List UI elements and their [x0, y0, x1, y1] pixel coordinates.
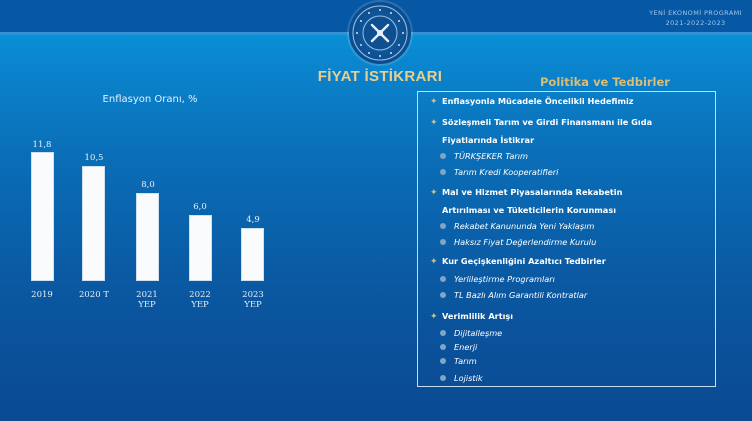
bar-label-suffix: YEP [138, 300, 156, 310]
policy-item: ✦ Sözleşmeli Tarım ve Girdi Finansmanı il… [430, 114, 652, 149]
policy-item-text-cont: Artırılması ve Tüketicilerin Korunması [442, 205, 617, 215]
bar-2021 [136, 193, 159, 281]
star-bullet-icon: ✦ [430, 118, 438, 128]
policy-item: ✦ Mal ve Hizmet Piyasalarında Rekabetin A… [430, 184, 622, 219]
policy-subitem-text: Rekabet Kanununda Yeni Yaklaşım [454, 221, 595, 231]
bar-label-suffix: YEP [191, 300, 209, 310]
bar-value-2019: 11,8 [32, 140, 52, 150]
dot-bullet-icon [440, 152, 446, 159]
policy-subitem: Enerji [440, 341, 477, 354]
star-bullet-icon: ✦ [430, 312, 438, 322]
policy-subitem: TÜRKŞEKER Tarım [440, 150, 528, 163]
program-name: YENİ EKONOMİ PROGRAMI [649, 9, 742, 17]
dot-bullet-icon [440, 238, 446, 245]
ministry-emblem-icon [349, 2, 411, 64]
dot-bullet-icon [440, 168, 446, 175]
bar-value-2022: 6,0 [193, 202, 207, 212]
policy-subitem-text: Yerlileştirme Programları [454, 274, 555, 284]
policy-item: ✦ Kur Geçişkenliğini Azaltıcı Tedbirler [430, 253, 606, 271]
policy-title: Politika ve Tedbirler [540, 75, 670, 89]
bar-label-year: 2019 [31, 290, 53, 300]
dot-bullet-icon [440, 275, 446, 282]
bar-label-year: 2021 [136, 290, 158, 300]
bar-value-2020: 10,5 [84, 153, 104, 163]
bar-2022 [189, 215, 212, 281]
bar-2019 [31, 152, 54, 281]
dot-bullet-icon [440, 357, 446, 364]
bar-label-year: 2023 [242, 290, 264, 300]
policy-subitem: Rekabet Kanununda Yeni Yaklaşım [440, 220, 594, 233]
bar-label-2023: 2023 YEP [228, 290, 278, 310]
policy-subitem-text: Tarım [454, 356, 477, 366]
policy-item-text-cont: Fiyatlarında İstikrar [442, 135, 535, 145]
bar-label-2021: 2021 YEP [122, 290, 172, 310]
bar-label-year: 2022 [189, 290, 211, 300]
policy-item-text: Sözleşmeli Tarım ve Girdi Finansmanı ile… [442, 117, 653, 127]
program-years: 2021-2022-2023 [665, 19, 726, 27]
policy-subitem-text: TÜRKŞEKER Tarım [454, 151, 529, 161]
bar-2020 [82, 166, 105, 281]
policy-subitem: Dijitalleşme [440, 327, 502, 340]
dot-bullet-icon [440, 329, 446, 336]
dot-bullet-icon [440, 222, 446, 229]
policy-subitem: Haksız Fiyat Değerlendirme Kurulu [440, 236, 596, 249]
policy-item-text: Enflasyonla Mücadele Öncelikli Hedefimiz [442, 96, 634, 106]
policy-box [417, 91, 716, 387]
policy-item-text: Verimlilik Artışı [442, 311, 514, 321]
policy-subitem: TL Bazlı Alım Garantili Kontratlar [440, 289, 587, 302]
policy-subitem-text: Lojistik [454, 373, 483, 383]
policy-subitem-text: Tarım Kredi Kooperatifleri [454, 167, 559, 177]
bar-2023 [241, 228, 264, 281]
policy-subitem: Tarım Kredi Kooperatifleri [440, 166, 558, 179]
policy-item-text: Mal ve Hizmet Piyasalarında Rekabetin [442, 187, 623, 197]
chart-title: Enflasyon Oranı, % [102, 94, 198, 105]
policy-item-text: Kur Geçişkenliğini Azaltıcı Tedbirler [442, 256, 606, 266]
policy-subitem-text: TL Bazlı Alım Garantili Kontratlar [454, 290, 588, 300]
policy-subitem-text: Haksız Fiyat Değerlendirme Kurulu [454, 237, 597, 247]
star-bullet-icon: ✦ [430, 97, 438, 107]
dot-bullet-icon [440, 343, 446, 350]
bar-label-suffix: YEP [244, 300, 262, 310]
bar-value-2021: 8,0 [141, 180, 155, 190]
bar-label-2022: 2022 YEP [175, 290, 225, 310]
bar-value-2023: 4,9 [246, 215, 260, 225]
page-title: FİYAT İSTİKRARI [317, 68, 443, 85]
policy-item: ✦ Enflasyonla Mücadele Öncelikli Hedefimi… [430, 93, 634, 111]
dot-bullet-icon [440, 374, 446, 381]
policy-item: ✦ Verimlilik Artışı [430, 308, 513, 326]
star-bullet-icon: ✦ [430, 257, 438, 267]
bar-label-2019: 2019 [17, 290, 67, 300]
program-label: YENİ EKONOMİ PROGRAMI 2021-2022-2023 [649, 8, 742, 28]
star-bullet-icon: ✦ [430, 188, 438, 198]
dot-bullet-icon [440, 291, 446, 298]
policy-subitem: Yerlileştirme Programları [440, 273, 555, 286]
policy-subitem-text: Dijitalleşme [454, 328, 503, 338]
policy-subitem: Lojistik [440, 372, 483, 385]
policy-subitem-text: Enerji [454, 342, 478, 352]
bar-label-year: 2020 T [78, 290, 109, 300]
bar-label-2020: 2020 T [69, 290, 119, 300]
policy-subitem: Tarım [440, 355, 477, 368]
